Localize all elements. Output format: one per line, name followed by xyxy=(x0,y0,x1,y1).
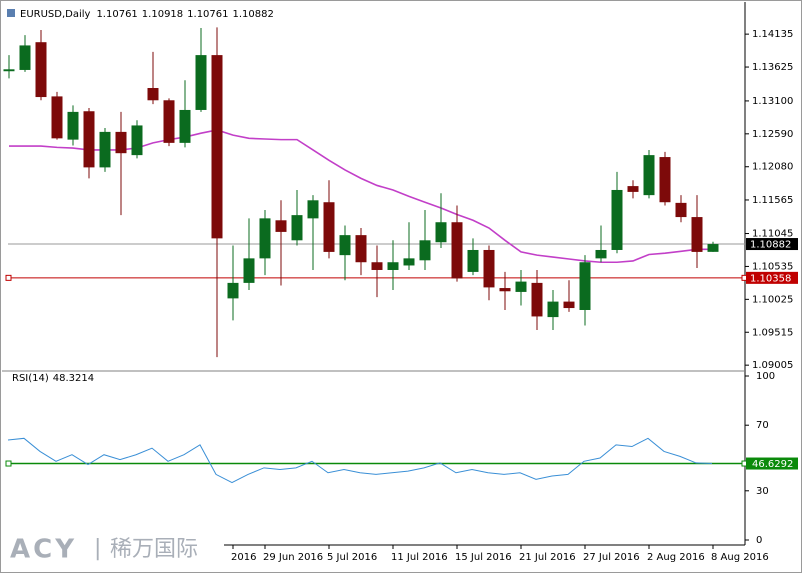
candle-body xyxy=(275,220,287,232)
candle-body xyxy=(115,131,127,154)
candle-body xyxy=(339,235,351,256)
candle-body xyxy=(211,55,223,239)
y-tick-label: 100 xyxy=(756,371,775,382)
candle-body xyxy=(51,96,63,139)
candle-body xyxy=(67,111,79,140)
candle-body xyxy=(259,218,271,259)
x-tick-label: 5 Jul 2016 xyxy=(327,552,377,563)
rsi-label-box xyxy=(746,457,798,470)
ohlc-value: 1.10882 xyxy=(233,9,274,20)
ohlc-value: 1.10918 xyxy=(142,9,183,20)
price-label: 1.10882 xyxy=(750,240,791,251)
chart-header: EURUSD,Daily 1.10761 1.10918 1.10761 1.10882 xyxy=(20,9,274,20)
candle-body xyxy=(499,288,511,292)
line-handle xyxy=(5,274,12,281)
rsi-header-value: 48.3214 xyxy=(53,373,94,384)
price-label-box xyxy=(746,238,798,251)
candle-body xyxy=(707,244,719,252)
watermark-sep: | xyxy=(94,536,101,561)
y-tick-label: 1.12080 xyxy=(752,162,793,173)
x-tick-label: 2016 xyxy=(231,552,256,563)
y-tick-label: 30 xyxy=(756,486,769,497)
x-tick-label: 15 Jul 2016 xyxy=(455,552,512,563)
x-tick-label: 21 Jul 2016 xyxy=(519,552,576,563)
candle-body xyxy=(659,157,671,203)
y-tick-label: 0 xyxy=(756,535,762,546)
candle-body xyxy=(3,69,15,72)
price-label-box xyxy=(746,271,798,284)
y-tick-label: 1.14135 xyxy=(752,29,793,40)
candle-body xyxy=(291,215,303,241)
y-tick-label: 1.11565 xyxy=(752,195,793,206)
candle-body xyxy=(691,217,703,252)
candle-body xyxy=(547,301,559,318)
candle-body xyxy=(595,249,607,259)
candle-body xyxy=(227,282,239,299)
candle-body xyxy=(83,111,95,168)
price-label: 1.10358 xyxy=(750,273,791,284)
y-tick-label: 1.09005 xyxy=(752,360,793,371)
candle-body xyxy=(179,109,191,143)
y-tick-label: 1.10025 xyxy=(752,294,793,305)
x-tick-label: 11 Jul 2016 xyxy=(391,552,448,563)
y-tick-label: 1.09515 xyxy=(752,327,793,338)
chart-title: EURUSD,Daily xyxy=(20,9,91,20)
watermark-bg xyxy=(2,527,224,571)
x-tick-label: 27 Jul 2016 xyxy=(583,552,640,563)
line-handle xyxy=(5,460,12,467)
watermark-name: 稀万国际 xyxy=(110,537,198,562)
watermark-logo: ACY xyxy=(10,535,77,565)
candle-body xyxy=(19,45,31,70)
rsi-line xyxy=(7,437,713,484)
candle-body xyxy=(515,281,527,292)
candle-body xyxy=(483,249,495,288)
x-tick-label: 2 Aug 2016 xyxy=(647,552,705,563)
y-tick-label: 1.12590 xyxy=(752,129,793,140)
candle-body xyxy=(403,258,415,266)
candle-body xyxy=(467,249,479,272)
candle-body xyxy=(35,42,47,98)
rsi-title: RSI(14) xyxy=(12,373,49,384)
rsi-label: 46.6292 xyxy=(752,459,793,470)
x-tick-label: 8 Aug 2016 xyxy=(711,552,769,563)
candle-body xyxy=(371,262,383,270)
y-tick-label: 1.13625 xyxy=(752,62,793,73)
ohlc-value: 1.10761 xyxy=(96,9,137,20)
y-tick-label: 1.13100 xyxy=(752,96,793,107)
ohlc-value: 1.10761 xyxy=(187,9,228,20)
candle-body xyxy=(627,186,639,192)
candle-body xyxy=(99,131,111,168)
candle-body xyxy=(611,189,623,250)
y-tick-label: 1.11045 xyxy=(752,229,793,240)
candle-body xyxy=(243,258,255,283)
rsi-header: RSI(14) 48.3214 xyxy=(12,373,94,384)
candle-body xyxy=(451,222,463,279)
candle-body xyxy=(563,301,575,309)
candle-body xyxy=(131,125,143,156)
candle-body xyxy=(323,202,335,252)
candle-body xyxy=(307,200,319,219)
y-tick-label: 1.10535 xyxy=(752,261,793,272)
candle-body xyxy=(435,222,447,243)
candle-body xyxy=(531,282,543,317)
candle-body xyxy=(419,240,431,261)
candle-body xyxy=(195,55,207,110)
candle-body xyxy=(643,155,655,196)
candle-body xyxy=(675,202,687,218)
symbol-icon xyxy=(7,9,15,17)
candle-body xyxy=(147,88,159,101)
candle-body xyxy=(163,100,175,143)
candle-body xyxy=(387,262,399,270)
candle-body xyxy=(579,262,591,310)
y-tick-label: 70 xyxy=(756,420,769,431)
candle-body xyxy=(355,235,367,263)
x-tick-label: 29 Jun 2016 xyxy=(263,552,323,563)
